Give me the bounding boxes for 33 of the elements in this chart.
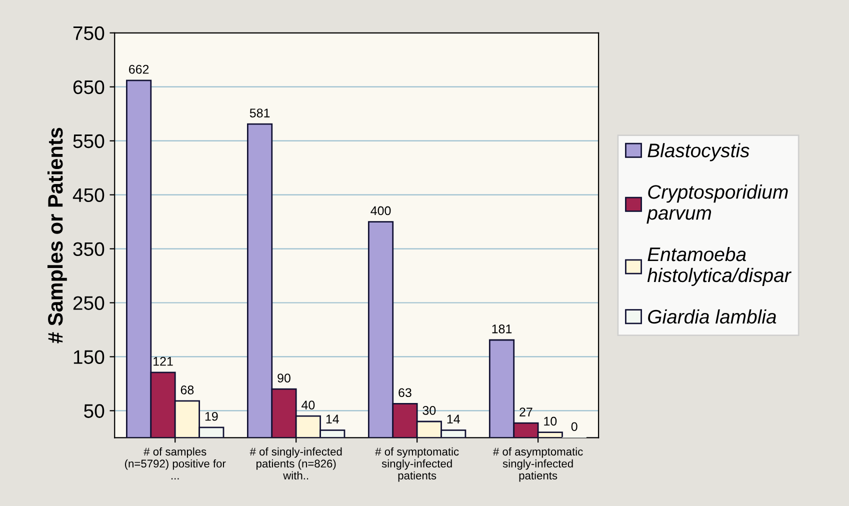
data-label: 68 [180, 386, 194, 394]
data-label: 0 [571, 422, 578, 432]
data-label: 90 [278, 374, 290, 382]
data-label: 10 [544, 416, 557, 426]
y-tick-label: 350 [73, 242, 104, 256]
data-label: 19 [205, 412, 218, 421]
data-label: 662 [129, 64, 149, 74]
x-tick-label: # of singly-infected patients (n=826) with.. [250, 447, 342, 480]
y-tick-label: 650 [73, 80, 104, 94]
data-label: 30 [422, 406, 436, 415]
legend-label: Entamoeba histolytica/dispar [647, 246, 792, 286]
y-axis-title: # Samples or Patients [47, 128, 67, 344]
legend-label: Cryptosporidium parvum [646, 184, 788, 224]
x-tick-label: # of samples (n=5792) positive for ... [125, 447, 226, 480]
data-label: 63 [398, 388, 412, 398]
x-tick-label: # of symptomatic singly-infected patients [375, 447, 459, 482]
data-label: 14 [326, 414, 339, 424]
data-label: 27 [520, 408, 532, 416]
data-label: 581 [250, 108, 270, 118]
data-label: 14 [447, 414, 460, 424]
data-label: 40 [302, 400, 315, 410]
y-tick-label: 750 [73, 26, 104, 40]
data-label: 121 [154, 356, 173, 366]
x-tick-label: # of asymptomatic singly-infected patients [493, 447, 583, 482]
data-label: 181 [492, 324, 512, 334]
y-tick-label: 250 [73, 296, 104, 310]
y-tick-label: 550 [73, 134, 104, 148]
legend-label: Giardia lamblia [648, 309, 776, 324]
legend-label: Blastocystis [648, 143, 750, 162]
data-label: 400 [370, 206, 391, 216]
y-tick-label: 450 [72, 188, 104, 202]
y-tick-label: 50 [84, 404, 104, 418]
y-tick-label: 150 [74, 350, 104, 364]
